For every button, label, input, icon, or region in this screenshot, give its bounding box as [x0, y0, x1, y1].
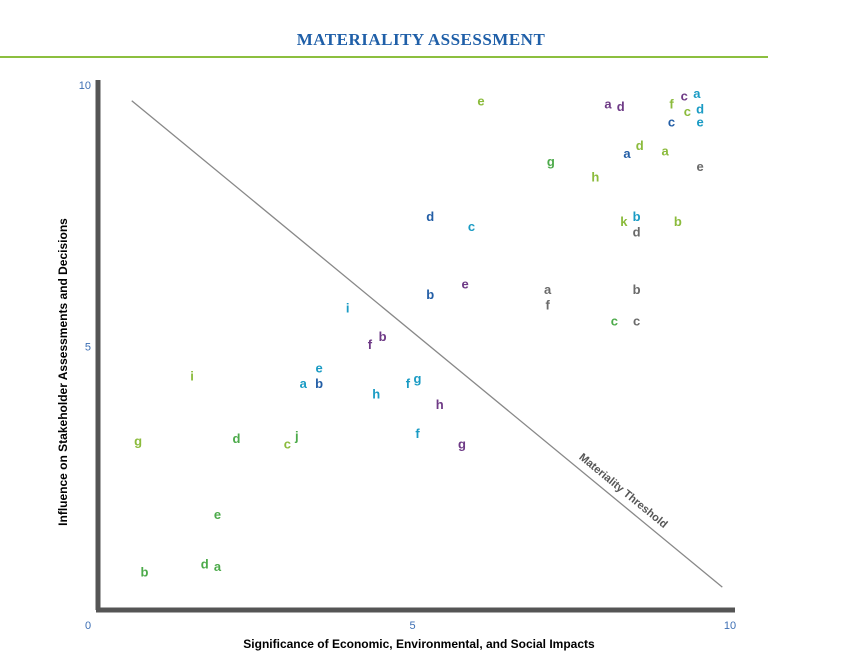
x-tick-label: 0	[85, 620, 91, 632]
data-point-c: c	[668, 115, 675, 130]
data-point-d: d	[617, 99, 625, 114]
title-underline	[0, 56, 768, 58]
data-point-a: a	[623, 146, 631, 161]
data-point-f: f	[368, 337, 373, 352]
data-point-c: c	[633, 313, 640, 328]
data-point-b: b	[379, 329, 387, 344]
data-point-c: c	[681, 88, 688, 103]
data-point-c: c	[611, 313, 618, 328]
data-point-a: a	[300, 376, 308, 391]
x-tick-label: 5	[409, 620, 415, 632]
data-point-h: h	[436, 397, 444, 412]
y-axis-label: Influence on Stakeholder Assessments and…	[56, 218, 70, 526]
data-point-a: a	[544, 282, 552, 297]
data-point-f: f	[669, 96, 674, 111]
data-point-d: d	[426, 209, 434, 224]
data-point-a: a	[662, 143, 670, 158]
data-point-j: j	[294, 428, 299, 443]
data-point-g: g	[458, 436, 466, 451]
data-point-b: b	[674, 214, 682, 229]
threshold-line	[131, 100, 723, 588]
data-point-g: g	[547, 154, 555, 169]
x-axis-label: Significance of Economic, Environmental,…	[243, 637, 595, 651]
data-point-b: b	[315, 376, 323, 391]
data-point-a: a	[604, 96, 612, 111]
data-point-a: a	[214, 559, 222, 574]
data-point-d: d	[696, 102, 704, 117]
chart-title: MATERIALITY ASSESSMENT	[296, 30, 546, 49]
data-point-c: c	[468, 219, 475, 234]
y-tick-label: 5	[85, 342, 91, 354]
data-point-i: i	[190, 368, 194, 383]
data-point-i: i	[346, 300, 350, 315]
data-point-d: d	[201, 557, 209, 572]
data-point-d: d	[233, 431, 241, 446]
data-point-d: d	[636, 138, 644, 153]
data-point-f: f	[546, 298, 551, 313]
data-point-e: e	[696, 159, 703, 174]
data-point-h: h	[591, 170, 599, 185]
data-point-k: k	[620, 214, 628, 229]
data-point-c: c	[684, 104, 691, 119]
data-point-a: a	[693, 86, 701, 101]
data-point-b: b	[633, 209, 641, 224]
data-point-g: g	[414, 371, 422, 386]
data-point-b: b	[633, 282, 641, 297]
data-point-f: f	[406, 376, 411, 391]
data-point-e: e	[462, 277, 469, 292]
data-point-e: e	[315, 360, 322, 375]
y-tick-label: 10	[79, 80, 91, 92]
data-point-f: f	[415, 426, 420, 441]
axes: 0 5 10 5 10 Significance of Economic, Environ…	[56, 80, 736, 651]
data-point-c: c	[284, 436, 291, 451]
data-point-b: b	[426, 287, 434, 302]
data-point-g: g	[134, 434, 142, 449]
data-point-h: h	[372, 387, 380, 402]
x-tick-label: 10	[724, 620, 736, 632]
data-point-d: d	[633, 224, 641, 239]
data-point-e: e	[214, 507, 221, 522]
data-point-e: e	[696, 115, 703, 130]
threshold-label: Materiality Threshold	[576, 451, 669, 531]
data-point-e: e	[477, 94, 484, 109]
data-point-b: b	[140, 564, 148, 579]
